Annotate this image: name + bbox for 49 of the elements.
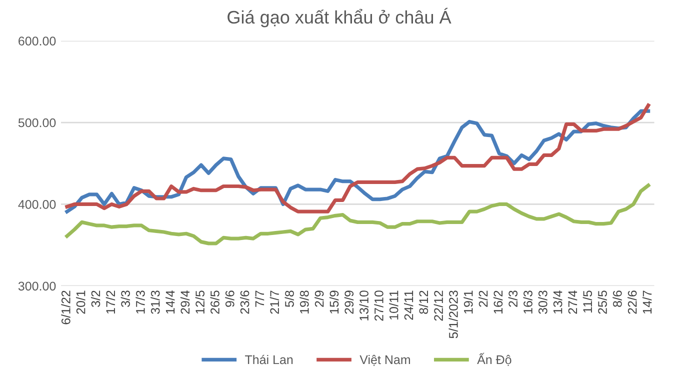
x-tick-label: 2/2 bbox=[478, 290, 488, 307]
x-tick-label: 23/6 bbox=[240, 290, 250, 314]
x-tick-label: 5/8 bbox=[284, 290, 294, 307]
x-tick-label: 16/2 bbox=[493, 290, 503, 314]
x-tick-label: 3/3 bbox=[120, 290, 130, 307]
x-tick-label: 13/10 bbox=[359, 290, 368, 320]
y-tick-label: 500.00 bbox=[18, 118, 56, 128]
x-tick-label: 15/9 bbox=[329, 290, 339, 314]
x-tick-label: 24/11 bbox=[404, 290, 414, 320]
x-tick-label: 11/5 bbox=[582, 290, 592, 313]
x-tick-label: 30/3 bbox=[538, 290, 548, 314]
x-tick-label: 19/8 bbox=[300, 290, 309, 314]
x-tick-label: 17/2 bbox=[106, 290, 116, 314]
x-tick-label: 6/1/22 bbox=[61, 290, 70, 324]
x-tick-label: 22/6 bbox=[628, 290, 637, 314]
x-tick-label: 12/5 bbox=[195, 290, 204, 314]
x-tick-label: 31/3 bbox=[150, 290, 160, 314]
legend-label: Thái Lan bbox=[245, 354, 293, 364]
x-tick-label: 17/3 bbox=[136, 290, 145, 314]
x-tick-label: 14/7 bbox=[642, 290, 652, 314]
x-tick-label: 9/6 bbox=[225, 290, 234, 307]
x-tick-label: 19/1 bbox=[464, 290, 473, 314]
x-tick-label: 25/5 bbox=[598, 290, 607, 314]
x-tick-label: 29/9 bbox=[344, 290, 354, 314]
x-tick-label: 7/7 bbox=[254, 290, 264, 307]
x-tick-label: 22/12 bbox=[434, 290, 443, 321]
x-tick-label: 5/1/2023 bbox=[448, 290, 458, 338]
x-tick-label: 8/12 bbox=[418, 290, 428, 314]
x-tick-label: 21/7 bbox=[270, 290, 280, 314]
x-tick-label: 2/9 bbox=[314, 290, 324, 307]
legend-label: Việt Nam bbox=[360, 354, 410, 366]
y-tick-label: 400.00 bbox=[18, 200, 56, 209]
y-tick-label: 600.00 bbox=[18, 36, 56, 46]
legend-label: Ấn Độ bbox=[477, 352, 512, 366]
y-tick-label: 300.00 bbox=[18, 282, 56, 291]
x-tick-label: 8/6 bbox=[612, 290, 622, 307]
x-tick-label: 2/3 bbox=[508, 290, 518, 307]
x-tick-label: 13/4 bbox=[553, 290, 562, 314]
x-tick-label: 26/5 bbox=[210, 290, 220, 314]
x-tick-label: 27/10 bbox=[374, 290, 384, 321]
x-tick-label: 27/4 bbox=[568, 290, 578, 314]
x-tick-label: 16/3 bbox=[523, 290, 532, 314]
line-series bbox=[65, 184, 650, 246]
x-tick-label: 3/2 bbox=[90, 290, 100, 307]
x-tick-label: 10/11 bbox=[389, 290, 398, 320]
x-tick-label: 20/1 bbox=[76, 290, 86, 314]
x-tick-label: 14/4 bbox=[165, 290, 175, 314]
x-tick-label: 29/4 bbox=[180, 290, 190, 314]
chart-title: Giá gạo xuất khẩu ở châu Á bbox=[228, 8, 452, 28]
